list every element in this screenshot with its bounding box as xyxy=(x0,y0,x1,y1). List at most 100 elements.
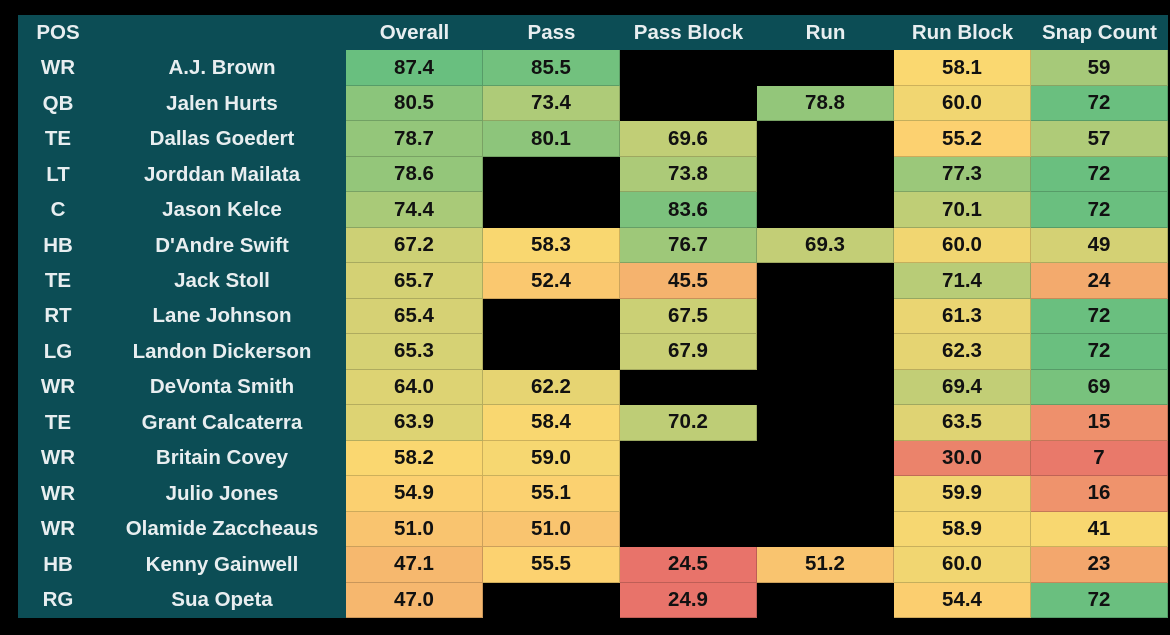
grade-cell: 51.0 xyxy=(483,511,620,548)
position-label: HB xyxy=(18,547,98,583)
grade-cell: 54.9 xyxy=(346,476,483,512)
empty-cell xyxy=(757,192,894,228)
grade-cell: 41 xyxy=(1031,511,1168,548)
grade-cell: 62.2 xyxy=(483,369,620,406)
grade-cell: 78.7 xyxy=(346,121,483,157)
grade-cell: 74.4 xyxy=(346,192,483,228)
player-name: Jalen Hurts xyxy=(98,85,346,122)
player-name: Julio Jones xyxy=(98,476,346,512)
grade-cell: 47.0 xyxy=(346,582,483,618)
grade-cell: 49 xyxy=(1031,227,1168,264)
header-player xyxy=(98,15,346,51)
grade-cell: 72 xyxy=(1031,334,1168,370)
empty-cell xyxy=(483,334,620,370)
grade-cell: 23 xyxy=(1031,547,1168,583)
player-name: Grant Calcaterra xyxy=(98,405,346,441)
empty-cell xyxy=(620,476,757,512)
position-label: WR xyxy=(18,369,98,406)
empty-cell xyxy=(620,369,757,406)
header-pass-block: Pass Block xyxy=(620,15,757,51)
empty-cell xyxy=(620,50,757,86)
grade-cell: 69.3 xyxy=(757,227,894,264)
grades-table: POS Overall Pass Pass Block Run Run Block Snap… xyxy=(18,15,1168,618)
empty-cell xyxy=(757,263,894,299)
position-label: RT xyxy=(18,298,98,335)
position-label: RG xyxy=(18,582,98,618)
player-name: Sua Opeta xyxy=(98,582,346,618)
grade-cell: 73.8 xyxy=(620,156,757,193)
position-label: C xyxy=(18,192,98,228)
empty-cell xyxy=(757,476,894,512)
position-label: WR xyxy=(18,476,98,512)
empty-cell xyxy=(757,440,894,477)
grade-cell: 85.5 xyxy=(483,50,620,86)
grade-cell: 51.2 xyxy=(757,547,894,583)
player-name: DeVonta Smith xyxy=(98,369,346,406)
grade-cell: 73.4 xyxy=(483,85,620,122)
empty-cell xyxy=(757,121,894,157)
grade-cell: 69.6 xyxy=(620,121,757,157)
grade-cell: 60.0 xyxy=(894,547,1031,583)
grade-cell: 59 xyxy=(1031,50,1168,86)
grade-cell: 7 xyxy=(1031,440,1168,477)
header-pass: Pass xyxy=(483,15,620,51)
grade-cell: 30.0 xyxy=(894,440,1031,477)
position-label: QB xyxy=(18,85,98,122)
grade-cell: 67.2 xyxy=(346,227,483,264)
grade-cell: 71.4 xyxy=(894,263,1031,299)
empty-cell xyxy=(483,156,620,193)
grade-cell: 47.1 xyxy=(346,547,483,583)
grade-cell: 57 xyxy=(1031,121,1168,157)
grade-cell: 55.1 xyxy=(483,476,620,512)
grade-cell: 59.9 xyxy=(894,476,1031,512)
empty-cell xyxy=(757,511,894,548)
player-name: Landon Dickerson xyxy=(98,334,346,370)
grade-cell: 51.0 xyxy=(346,511,483,548)
position-label: WR xyxy=(18,511,98,548)
grade-cell: 24.9 xyxy=(620,582,757,618)
empty-cell xyxy=(483,192,620,228)
grade-cell: 72 xyxy=(1031,192,1168,228)
position-label: TE xyxy=(18,405,98,441)
player-name: Britain Covey xyxy=(98,440,346,477)
grade-cell: 65.3 xyxy=(346,334,483,370)
grade-cell: 72 xyxy=(1031,85,1168,122)
grade-cell: 70.1 xyxy=(894,192,1031,228)
grade-cell: 67.5 xyxy=(620,298,757,335)
grade-cell: 69 xyxy=(1031,369,1168,406)
empty-cell xyxy=(757,156,894,193)
player-name: Jorddan Mailata xyxy=(98,156,346,193)
header-overall: Overall xyxy=(346,15,483,51)
empty-cell xyxy=(483,582,620,618)
grade-cell: 70.2 xyxy=(620,405,757,441)
empty-cell xyxy=(757,334,894,370)
position-label: LT xyxy=(18,156,98,193)
grade-cell: 16 xyxy=(1031,476,1168,512)
grade-cell: 15 xyxy=(1031,405,1168,441)
header-run-block: Run Block xyxy=(894,15,1031,51)
grade-cell: 76.7 xyxy=(620,227,757,264)
grade-cell: 55.5 xyxy=(483,547,620,583)
grade-cell: 72 xyxy=(1031,582,1168,618)
header-run: Run xyxy=(757,15,894,51)
grade-cell: 58.1 xyxy=(894,50,1031,86)
grade-cell: 67.9 xyxy=(620,334,757,370)
grade-cell: 65.7 xyxy=(346,263,483,299)
grade-cell: 63.9 xyxy=(346,405,483,441)
grade-cell: 69.4 xyxy=(894,369,1031,406)
position-label: TE xyxy=(18,121,98,157)
player-name: Jason Kelce xyxy=(98,192,346,228)
grade-cell: 80.5 xyxy=(346,85,483,122)
grade-cell: 65.4 xyxy=(346,298,483,335)
empty-cell xyxy=(757,298,894,335)
grade-cell: 62.3 xyxy=(894,334,1031,370)
player-name: Dallas Goedert xyxy=(98,121,346,157)
empty-cell xyxy=(757,369,894,406)
grade-cell: 58.3 xyxy=(483,227,620,264)
grade-cell: 78.8 xyxy=(757,85,894,122)
header-pos: POS xyxy=(18,15,98,51)
grade-cell: 24.5 xyxy=(620,547,757,583)
grade-cell: 61.3 xyxy=(894,298,1031,335)
grade-cell: 59.0 xyxy=(483,440,620,477)
grade-cell: 77.3 xyxy=(894,156,1031,193)
